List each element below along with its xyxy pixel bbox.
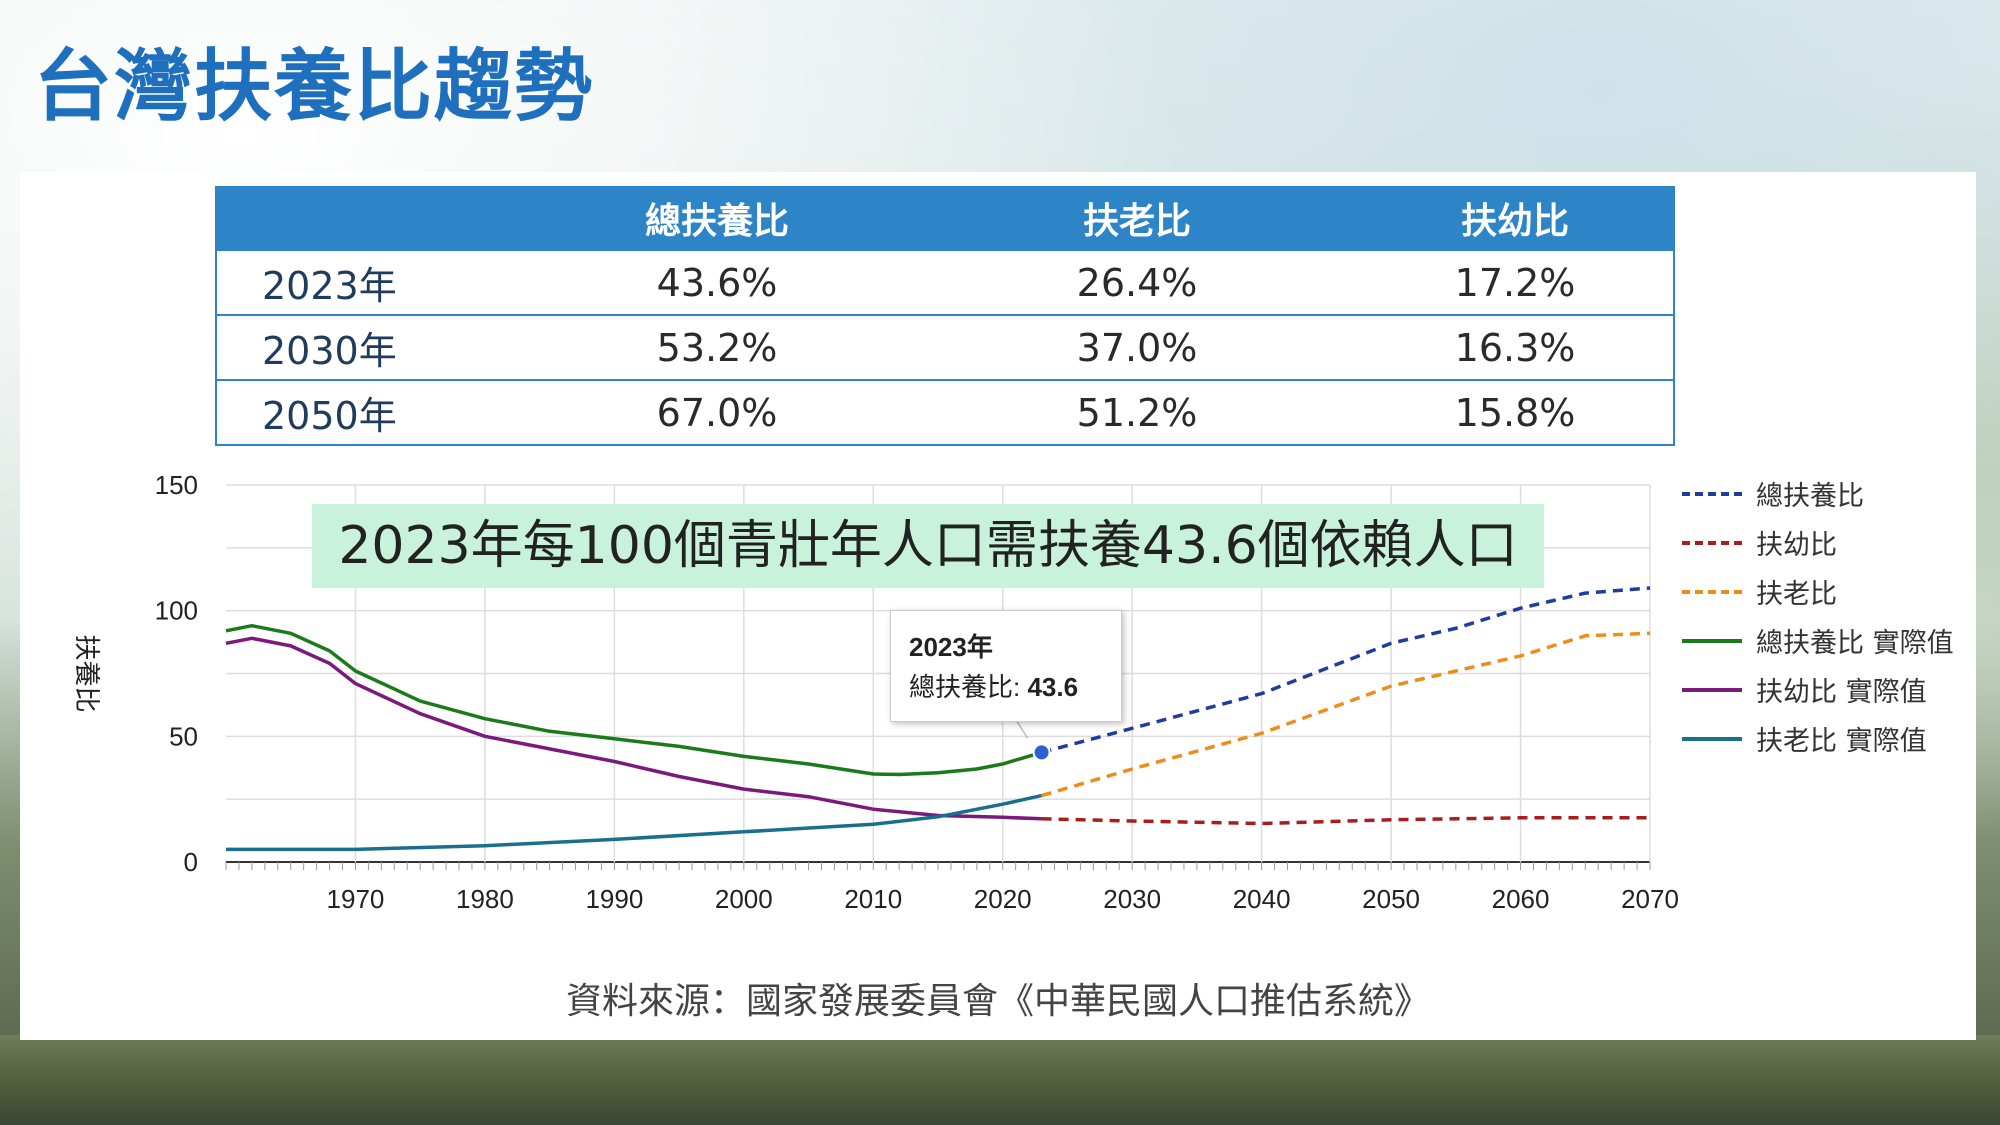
table-row: 2050年 67.0% 51.2% 15.8% <box>216 379 1674 446</box>
table-cell-youth: 15.8% <box>1357 379 1674 446</box>
legend-label: 扶老比 實際值 <box>1756 726 1927 757</box>
legend-swatch <box>1682 541 1742 545</box>
x-tick-label: 2060 <box>1492 884 1550 914</box>
y-tick-label: 50 <box>169 721 198 751</box>
table-cell-youth: 16.3% <box>1357 314 1674 381</box>
y-tick-label: 150 <box>155 470 198 500</box>
table-row: 2023年 43.6% 26.4% 17.2% <box>216 249 1674 316</box>
x-tick-label: 2020 <box>974 884 1032 914</box>
y-tick-label: 0 <box>184 847 198 877</box>
legend-item: 扶老比 實際值 <box>1682 715 1982 764</box>
tooltip-label: 總扶養比: <box>909 672 1028 702</box>
legend-label: 總扶養比 實際值 <box>1756 628 1954 659</box>
table-cell-total: 53.2% <box>517 314 917 381</box>
dependency-ratio-table: 總扶養比 扶老比 扶幼比 2023年 43.6% 26.4% 17.2% 203… <box>215 186 1675 446</box>
legend-swatch <box>1682 590 1742 594</box>
legend-item: 扶幼比 <box>1682 519 1982 568</box>
x-tick-label: 2030 <box>1103 884 1161 914</box>
dependency-ratio-chart: 0 50 100 150 1970 1980 1990 2000 2010 2020 2030 204… <box>71 470 1679 914</box>
legend-swatch <box>1682 639 1742 643</box>
legend-swatch <box>1682 737 1742 741</box>
table-row-year: 2023年 <box>216 249 517 316</box>
series-line <box>1041 586 1651 755</box>
highlight-point <box>1032 743 1051 762</box>
x-tick-label: 2040 <box>1233 884 1291 914</box>
source-note: 資料來源：國家發展委員會《中華民國人口推估系統》 <box>565 981 1430 1022</box>
legend-item: 扶老比 <box>1682 568 1982 617</box>
x-tick-label: 2050 <box>1362 884 1420 914</box>
table-cell-elderly: 51.2% <box>917 379 1357 446</box>
legend-label: 扶老比 <box>1756 579 1837 610</box>
page-title: 台灣扶養比趨勢 <box>34 42 595 132</box>
table-header-youth: 扶幼比 <box>1357 186 1674 250</box>
table-header-row: 總扶養比 扶老比 扶幼比 <box>216 186 1674 250</box>
table-header-total: 總扶養比 <box>517 186 917 250</box>
y-tick-label: 100 <box>155 596 198 626</box>
x-tick-label: 1980 <box>456 884 514 914</box>
series-line <box>1041 631 1651 798</box>
table-header-elderly: 扶老比 <box>917 186 1357 250</box>
table-cell-total: 67.0% <box>517 379 917 446</box>
y-axis-label: 扶養比 <box>71 634 101 712</box>
table-row-year: 2050年 <box>216 379 517 446</box>
legend-item: 總扶養比 <box>1682 470 1982 519</box>
table-row: 2030年 53.2% 37.0% 16.3% <box>216 314 1674 381</box>
legend-label: 扶幼比 實際值 <box>1756 677 1927 708</box>
x-tick-label: 1990 <box>585 884 643 914</box>
tooltip-title: 2023年 <box>909 632 993 662</box>
table-cell-elderly: 37.0% <box>917 314 1357 381</box>
x-tick-label: 2000 <box>715 884 773 914</box>
chart-legend: 總扶養比扶幼比扶老比總扶養比 實際值 扶幼比 實際值 扶老比 實際值 <box>1682 470 1982 764</box>
series-line <box>225 623 1043 777</box>
legend-swatch <box>1682 688 1742 692</box>
series-line <box>226 793 1042 852</box>
content-panel: 總扶養比 扶老比 扶幼比 2023年 43.6% 26.4% 17.2% 203… <box>20 172 1976 1040</box>
legend-item: 總扶養比 實際值 <box>1682 617 1982 666</box>
legend-swatch <box>1682 492 1742 496</box>
grass-background <box>0 1035 2000 1125</box>
x-tick-label: 2070 <box>1621 884 1679 914</box>
x-tick-label: 2010 <box>844 884 902 914</box>
table-cell-total: 43.6% <box>517 249 917 316</box>
tooltip-body: 總扶養比: 43.6 <box>909 667 1078 704</box>
table-header-corner <box>216 186 517 250</box>
series-line <box>225 636 1042 821</box>
legend-label: 總扶養比 <box>1756 481 1864 512</box>
tooltip-value: 43.6 <box>1027 672 1079 702</box>
series-line <box>1041 816 1650 826</box>
highlight-banner: 2023年每100個青壯年人口需扶養43.6個依賴人口 <box>312 504 1544 588</box>
table-cell-youth: 17.2% <box>1357 249 1674 316</box>
x-tick-label: 1970 <box>327 884 385 914</box>
legend-item: 扶幼比 實際值 <box>1682 666 1982 715</box>
table-row-year: 2030年 <box>216 314 517 381</box>
legend-label: 扶幼比 <box>1756 530 1837 561</box>
table-cell-elderly: 26.4% <box>917 249 1357 316</box>
chart-tooltip: 2023年 總扶養比: 43.6 <box>890 610 1122 722</box>
